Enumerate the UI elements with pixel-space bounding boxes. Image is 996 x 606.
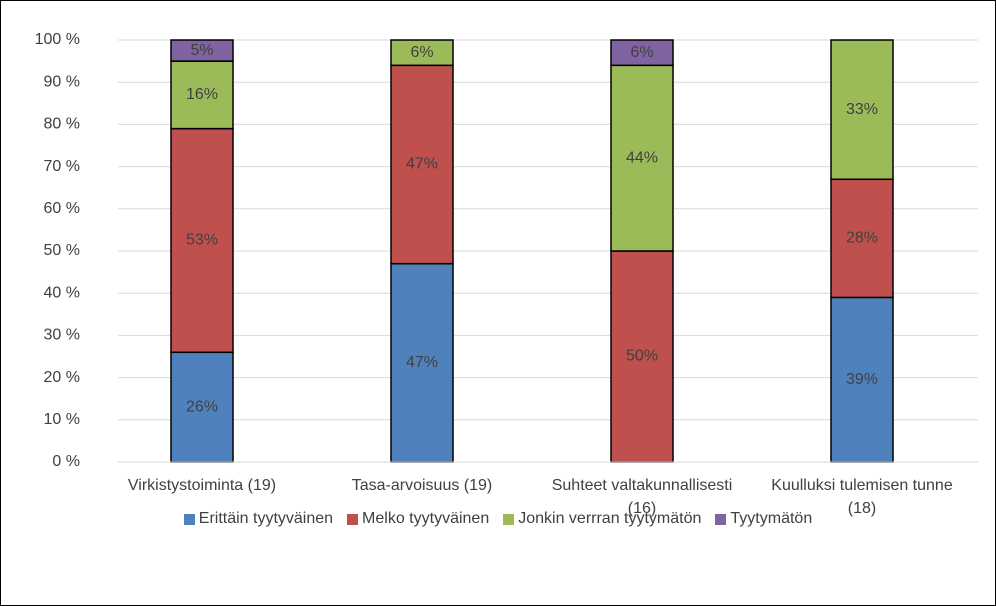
data-label: 50% (626, 348, 658, 365)
data-label: 39% (846, 371, 878, 388)
data-label: 53% (186, 232, 218, 249)
data-label: 5% (190, 42, 213, 59)
legend-label: Melko tyytyväinen (362, 510, 490, 527)
legend-swatch (183, 513, 195, 525)
y-tick-label: 70 % (44, 158, 80, 175)
bar-segment (390, 39, 454, 67)
y-tick-label: 50 % (44, 242, 80, 259)
bar-segment (610, 64, 674, 252)
legend-swatch (503, 513, 515, 525)
data-label: 47% (406, 354, 438, 371)
data-label: 33% (846, 101, 878, 118)
y-tick-label: 60 % (44, 200, 80, 217)
bar-segment (610, 39, 674, 67)
data-label: 28% (846, 230, 878, 247)
legend-item: Jonkin verrran tyytymätön (503, 510, 701, 528)
bar-segment (390, 64, 454, 265)
legend-item: Melko tyytyväinen (347, 510, 489, 528)
y-tick-label: 80 % (44, 116, 80, 133)
bar-segment (830, 178, 894, 299)
bar-segment (170, 39, 234, 62)
legend-swatch (347, 513, 359, 525)
bar-segment (830, 296, 894, 463)
legend-item: Erittäin tyytyväinen (183, 510, 334, 528)
bar-segment (170, 351, 234, 463)
x-tick-label: Tasa-arvoisuus (19) (351, 477, 493, 494)
x-tick-label: Virkistystoiminta (19) (127, 477, 277, 494)
data-label: 26% (186, 398, 218, 415)
data-label: 16% (186, 86, 218, 103)
bar-segment (390, 262, 454, 463)
y-tick-label: 100 % (35, 31, 80, 48)
x-tick-label: Kuulluksi tulemisen tunne (18) (771, 477, 953, 517)
data-label: 47% (406, 156, 438, 173)
legend-label: Erittäin tyytyväinen (198, 510, 334, 527)
legend-item: Tyytymätön (715, 510, 812, 528)
y-tick-label: 30 % (44, 327, 80, 344)
y-tick-label: 90 % (44, 73, 80, 90)
data-label: 6% (410, 44, 433, 61)
legend-label: Jonkin verrran tyytymätön (518, 510, 702, 527)
y-tick-label: 40 % (44, 284, 80, 301)
y-tick-label: 10 % (44, 411, 80, 428)
data-label: 6% (630, 44, 653, 61)
y-tick-label: 20 % (44, 369, 80, 386)
legend-swatch (715, 513, 727, 525)
data-label: 44% (626, 149, 658, 166)
bar-segment (170, 127, 234, 354)
bar-segment (610, 250, 674, 463)
y-tick-label: 0 % (52, 453, 80, 470)
legend: Erittäin tyytyväinen Melko tyytyväinen Jon… (0, 510, 996, 528)
legend-label: Tyytymätön (730, 510, 813, 527)
bar-segment (830, 39, 894, 181)
x-tick-label: Suhteet valtakunnallisesti (16) (551, 477, 733, 517)
bar-segment (170, 60, 234, 130)
